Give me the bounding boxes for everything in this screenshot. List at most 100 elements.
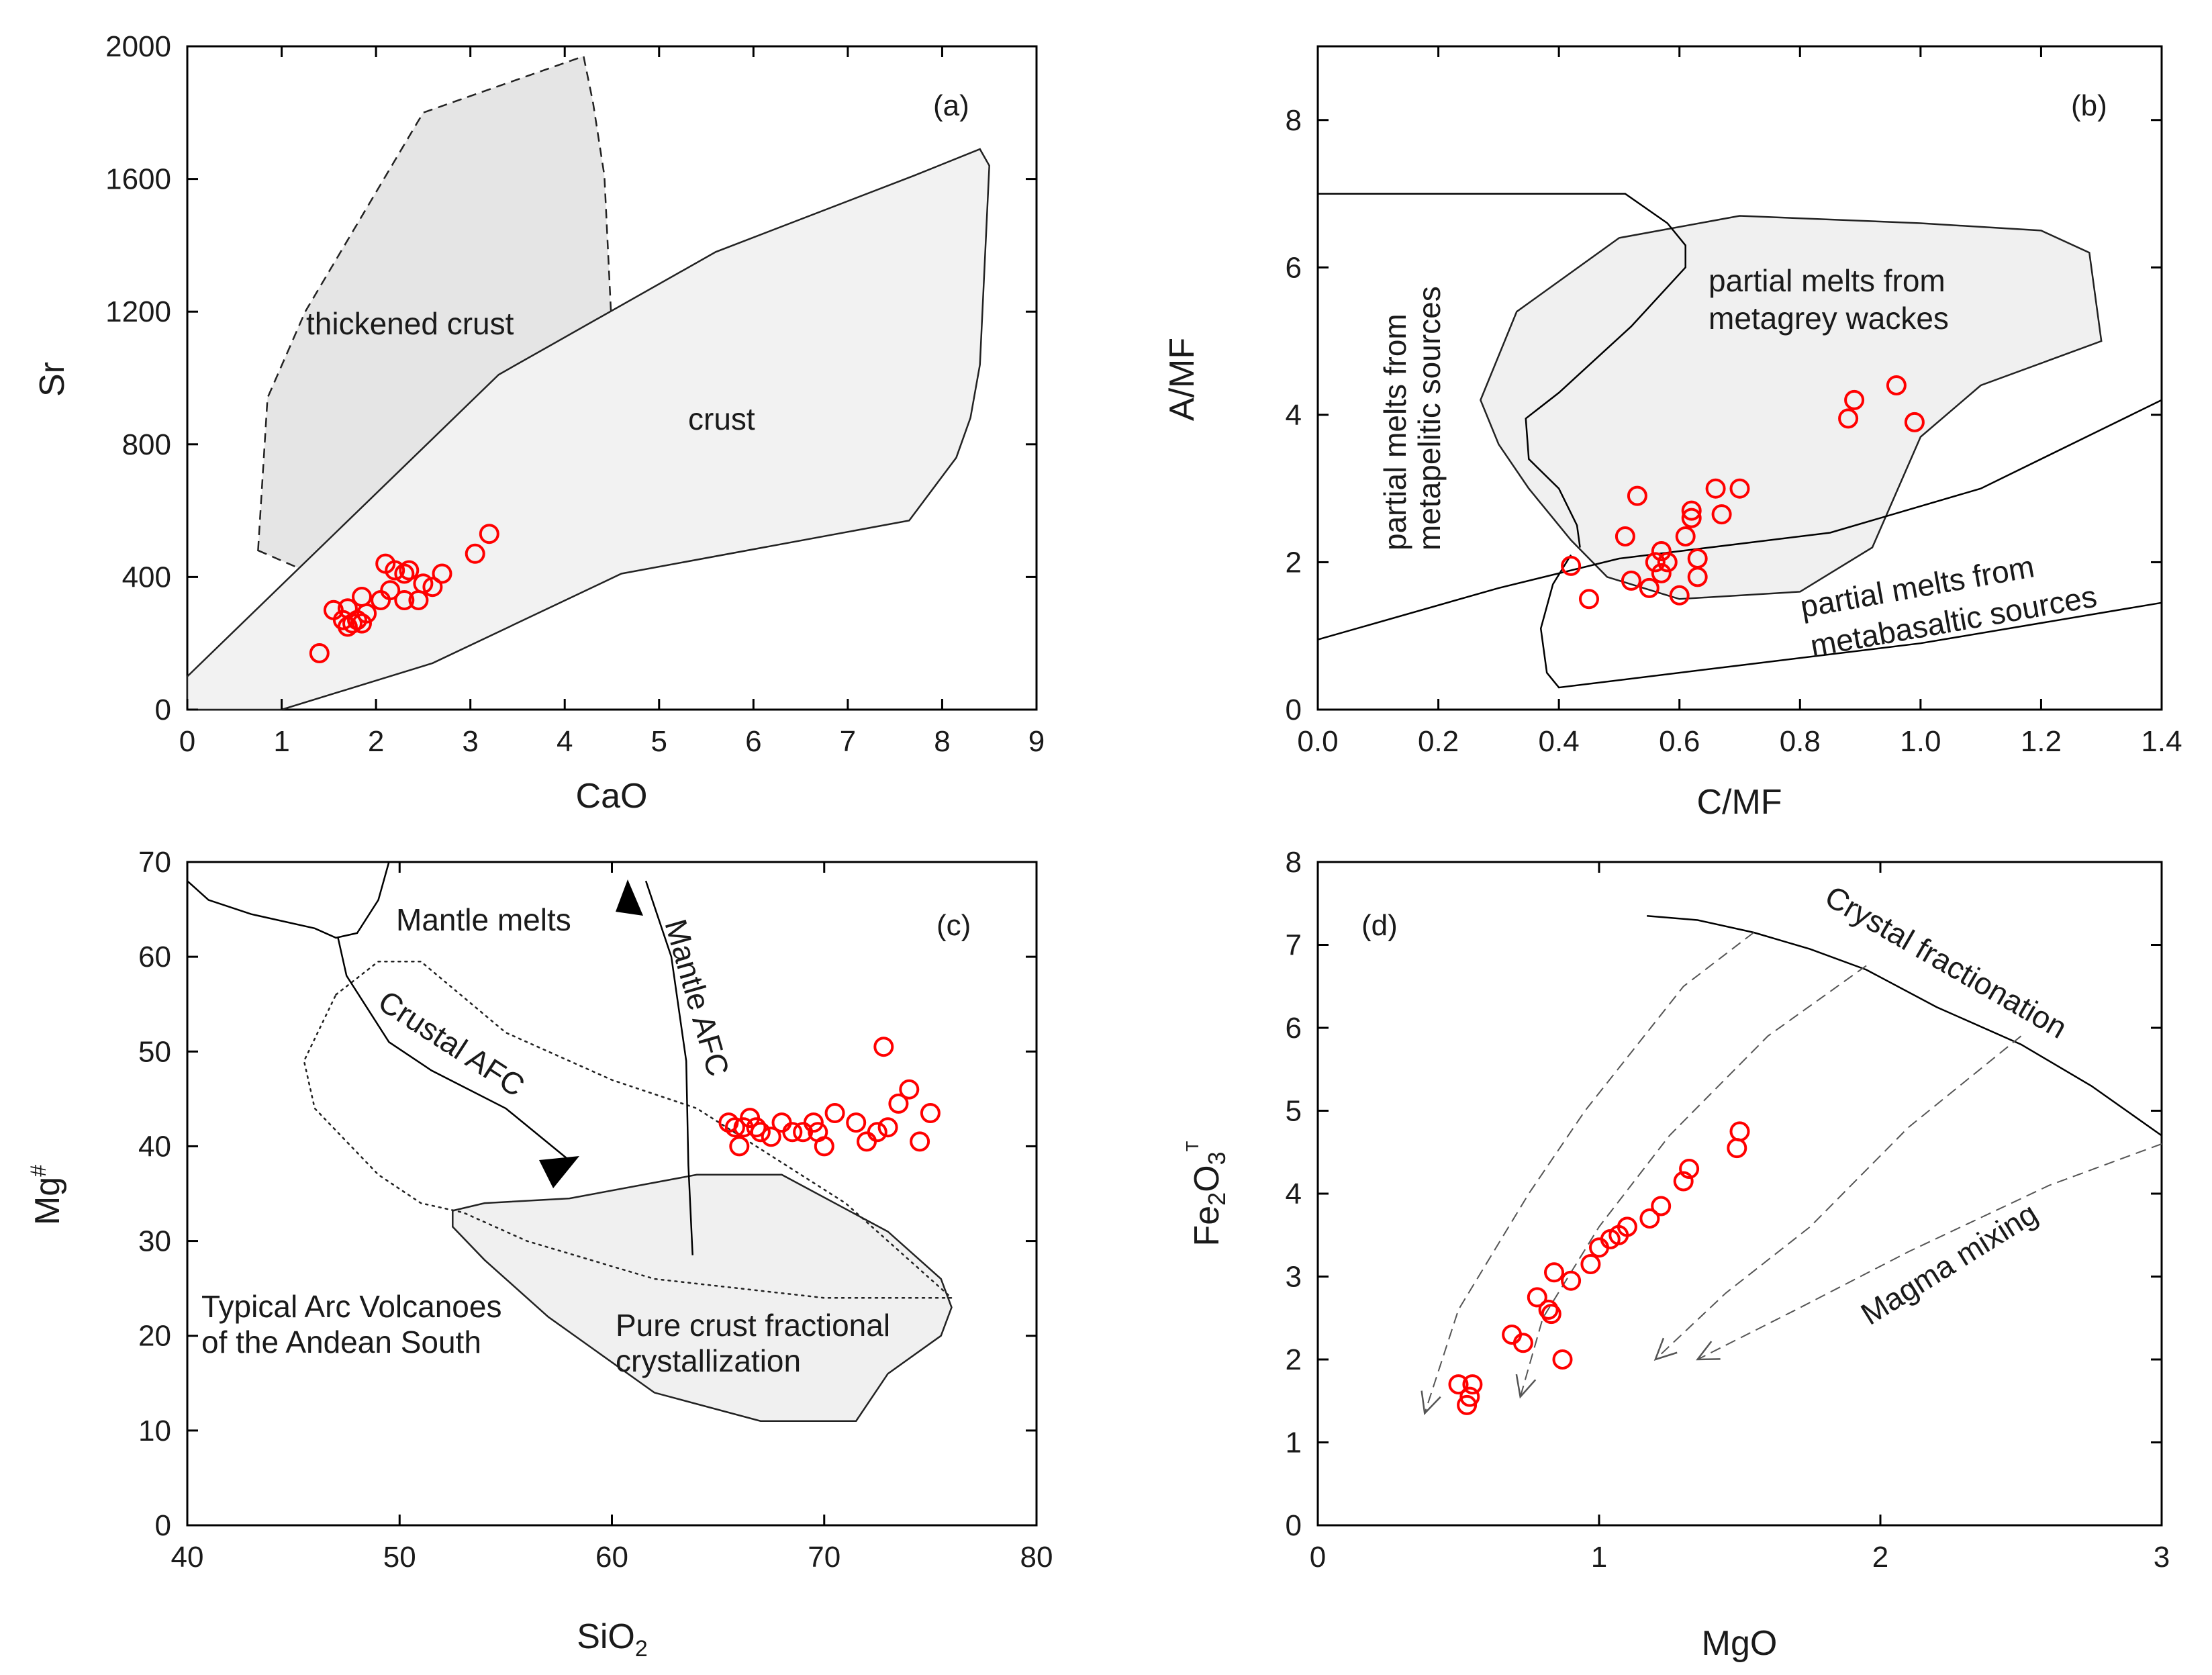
data-point xyxy=(1462,1374,1483,1395)
y-tick-label: 20 xyxy=(138,1320,171,1353)
data-point xyxy=(394,563,415,584)
data-point xyxy=(1639,1208,1660,1229)
data-point xyxy=(920,1103,941,1123)
y-tick-label: 1 xyxy=(1286,1427,1302,1459)
data-point xyxy=(1844,389,1865,410)
y-tick-label: 5 xyxy=(1286,1095,1302,1128)
data-point xyxy=(380,580,401,601)
data-point xyxy=(1886,375,1907,395)
data-point xyxy=(356,603,377,624)
data-point xyxy=(814,1136,834,1157)
data-point xyxy=(432,563,452,584)
panel-a: 0 1 2 3 4 5 6 7 8 9 0 400 800 1200 1600 2000 (a) thicke… xyxy=(33,30,1045,816)
x-tick-label: 1.0 xyxy=(1900,725,1941,758)
y-tick-label: 30 xyxy=(138,1225,171,1258)
curve-2 xyxy=(1539,554,2162,689)
data-point xyxy=(1645,552,1666,573)
panel-label: (a) xyxy=(933,89,969,122)
x-axis-label: CaO xyxy=(576,777,648,816)
field-region-1 xyxy=(186,148,990,711)
x-tick-label: 0.8 xyxy=(1780,725,1821,758)
data-point xyxy=(1711,504,1732,525)
data-point xyxy=(1448,1374,1469,1395)
panel-label: (b) xyxy=(2071,89,2107,122)
field-label-metapelitic-line-1: partial melts from xyxy=(1378,314,1412,551)
data-point xyxy=(857,1131,877,1152)
curve-2 xyxy=(644,880,693,1255)
data-point xyxy=(873,1037,894,1057)
curve-4 xyxy=(1697,1143,2162,1360)
y-tick-label: 40 xyxy=(138,1130,171,1163)
data-point xyxy=(1705,478,1726,499)
curve-label-crystal-fractionation: Crystal fractionation xyxy=(1819,879,2073,1045)
data-point xyxy=(385,560,405,581)
y-tick-label: 2000 xyxy=(105,30,171,63)
x-tick-label: 80 xyxy=(1020,1541,1053,1574)
y-axis-label: Sr xyxy=(33,362,72,397)
data-point xyxy=(1651,1196,1672,1216)
y-tick-label: 8 xyxy=(1286,846,1302,879)
data-point xyxy=(1627,485,1647,506)
data-point xyxy=(1541,1304,1561,1325)
data-point xyxy=(1673,1171,1694,1192)
mantle-afc-arrowhead xyxy=(616,879,643,916)
panel-c: 40 50 60 70 80 0 10 20 30 40 50 60 70 (c) Mantle mel… xyxy=(26,846,1053,1662)
x-tick-label: 3 xyxy=(462,725,478,758)
curve-1 xyxy=(337,937,571,1161)
data-point xyxy=(1729,1121,1750,1142)
x-tick-label: 1.4 xyxy=(2141,725,2182,758)
data-point xyxy=(1669,585,1690,606)
curve-label-magma-mixing: Magma mixing xyxy=(1855,1196,2043,1332)
y-tick-label: 6 xyxy=(1286,251,1302,284)
y-tick-label: 0 xyxy=(155,1509,171,1542)
field-label-thickened-crust: thickened crust xyxy=(306,306,514,341)
data-point xyxy=(888,1093,909,1114)
data-point xyxy=(1657,552,1678,573)
x-axis-label: MgO xyxy=(1702,1624,1778,1663)
data-point xyxy=(422,577,443,597)
x-axis-label: C/MF xyxy=(1696,783,1782,822)
data-point xyxy=(1580,1254,1601,1274)
curve-1 xyxy=(1317,399,2162,640)
data-point xyxy=(1561,1270,1582,1291)
data-point xyxy=(1561,555,1582,576)
y-tick-label: 10 xyxy=(138,1415,171,1447)
data-point xyxy=(1727,1138,1747,1159)
data-point xyxy=(1679,1159,1700,1179)
panel-label: (c) xyxy=(936,909,971,942)
x-tick-label: 2 xyxy=(1872,1541,1888,1574)
data-point xyxy=(803,1112,824,1133)
y-tick-label: 60 xyxy=(138,941,171,973)
data-point xyxy=(1687,567,1708,587)
data-point xyxy=(824,1103,845,1123)
x-tick-label: 0 xyxy=(179,725,195,758)
data-point xyxy=(399,560,420,581)
data-point xyxy=(1457,1394,1478,1415)
y-tick-label: 2 xyxy=(1286,546,1302,579)
data-point xyxy=(1651,563,1672,583)
y-tick-label: 400 xyxy=(122,561,171,593)
plot-frame xyxy=(186,45,1038,711)
field-label-metagrey-line-1: partial melts from xyxy=(1709,263,1945,298)
data-point xyxy=(750,1122,771,1143)
data-point xyxy=(761,1127,781,1147)
y-axis-label: Fe2O3T xyxy=(1182,1141,1231,1246)
x-tick-label: 1 xyxy=(273,725,289,758)
y-tick-label: 0 xyxy=(1286,1509,1302,1542)
field-label-metapelitic-line-2: metapelitic sources xyxy=(1412,286,1447,551)
curve-label-mantle-melts: Mantle melts xyxy=(396,902,571,937)
data-point xyxy=(867,1122,887,1143)
curve-2 xyxy=(1519,965,1867,1397)
data-point xyxy=(846,1112,867,1133)
curve-1 xyxy=(1424,932,1755,1414)
data-point xyxy=(724,1117,745,1138)
data-point xyxy=(1651,541,1672,561)
data-point xyxy=(309,643,330,663)
data-point xyxy=(782,1122,803,1143)
y-tick-label: 2 xyxy=(1286,1343,1302,1376)
data-point xyxy=(413,573,434,594)
y-tick-label: 4 xyxy=(1286,1178,1302,1210)
data-point xyxy=(1904,412,1925,432)
